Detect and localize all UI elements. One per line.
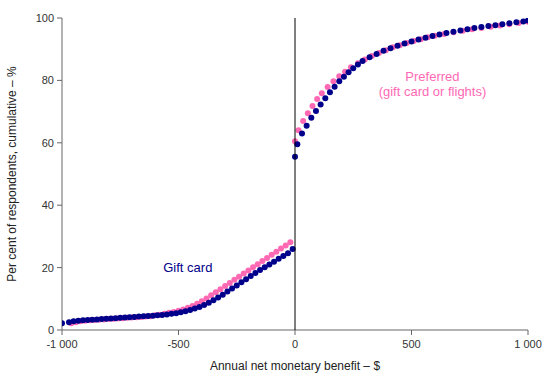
y-tick bbox=[57, 205, 62, 206]
point bbox=[341, 74, 347, 80]
annotation-line: Preferred bbox=[405, 69, 459, 84]
y-tick bbox=[57, 267, 62, 268]
point bbox=[513, 19, 519, 25]
x-tick-label: -500 bbox=[167, 338, 189, 350]
x-tick bbox=[62, 330, 63, 335]
x-tick-label: 0 bbox=[292, 338, 298, 350]
point bbox=[464, 26, 470, 32]
point bbox=[299, 130, 305, 136]
x-tick bbox=[528, 330, 529, 335]
point bbox=[478, 24, 484, 30]
point bbox=[381, 48, 387, 54]
x-tick bbox=[295, 330, 296, 335]
y-tick-label: 20 bbox=[42, 262, 54, 274]
point bbox=[415, 37, 421, 43]
y-tick-label: 40 bbox=[42, 199, 54, 211]
x-axis-label: Annual net monetary benefit – $ bbox=[210, 359, 380, 373]
point bbox=[332, 84, 338, 90]
point bbox=[285, 250, 291, 256]
point bbox=[367, 54, 373, 60]
chart: -1 000 -500 0 500 1 000 0 20 40 60 80 100 Annual ne… bbox=[0, 0, 550, 380]
x-tick-label: 1 000 bbox=[514, 338, 542, 350]
point bbox=[478, 25, 484, 31]
annotation: Gift card bbox=[163, 260, 212, 275]
point bbox=[308, 115, 314, 121]
point bbox=[450, 29, 456, 35]
point bbox=[485, 23, 491, 29]
point bbox=[388, 45, 394, 51]
point bbox=[422, 35, 428, 41]
point bbox=[360, 58, 366, 64]
point bbox=[471, 25, 477, 31]
y-tick-label: 0 bbox=[48, 324, 54, 336]
point bbox=[436, 32, 442, 38]
point bbox=[325, 84, 331, 90]
point bbox=[287, 239, 293, 245]
point bbox=[374, 51, 380, 57]
point bbox=[336, 78, 342, 84]
annotation-line: (gift card or flights) bbox=[379, 84, 487, 99]
point bbox=[318, 101, 324, 107]
x-tick-label: 500 bbox=[402, 338, 420, 350]
y-axis-label: Per cent of respondents, cumulative – % bbox=[5, 66, 19, 282]
point bbox=[314, 96, 320, 102]
y-tick-label: 100 bbox=[36, 12, 54, 24]
point bbox=[346, 69, 352, 75]
y-tick bbox=[57, 18, 62, 19]
point bbox=[62, 320, 65, 326]
point bbox=[429, 33, 435, 39]
point bbox=[309, 103, 315, 109]
y-tick bbox=[57, 330, 62, 331]
x-tick bbox=[178, 330, 179, 335]
x-tick bbox=[411, 330, 412, 335]
x-tick-label: -1 000 bbox=[46, 338, 77, 350]
point bbox=[319, 90, 325, 96]
point bbox=[330, 78, 336, 84]
point bbox=[409, 38, 415, 44]
annotation-line: Gift card bbox=[163, 260, 212, 275]
y-tick-label: 80 bbox=[42, 74, 54, 86]
reference-line bbox=[295, 18, 296, 330]
point bbox=[402, 41, 408, 47]
point bbox=[450, 29, 456, 35]
point bbox=[525, 18, 528, 23]
point bbox=[304, 123, 310, 129]
annotations: Gift card Preferred(gift card or flights) bbox=[163, 69, 486, 276]
point bbox=[506, 20, 512, 26]
y-tick bbox=[57, 142, 62, 143]
point bbox=[443, 30, 449, 36]
y-tick bbox=[57, 80, 62, 81]
point bbox=[395, 43, 401, 49]
point bbox=[457, 27, 463, 33]
point bbox=[506, 21, 512, 27]
annotation: Preferred(gift card or flights) bbox=[379, 69, 487, 99]
axes: -1 000 -500 0 500 1 000 0 20 40 60 80 100 bbox=[36, 12, 542, 350]
point bbox=[327, 89, 333, 95]
series bbox=[68, 19, 528, 326]
point bbox=[499, 21, 505, 27]
point bbox=[313, 108, 319, 114]
y-axis-line bbox=[62, 18, 63, 330]
plot-area bbox=[62, 18, 528, 330]
point bbox=[350, 65, 356, 71]
point bbox=[492, 22, 498, 28]
point bbox=[322, 95, 328, 101]
y-tick-label: 60 bbox=[42, 137, 54, 149]
